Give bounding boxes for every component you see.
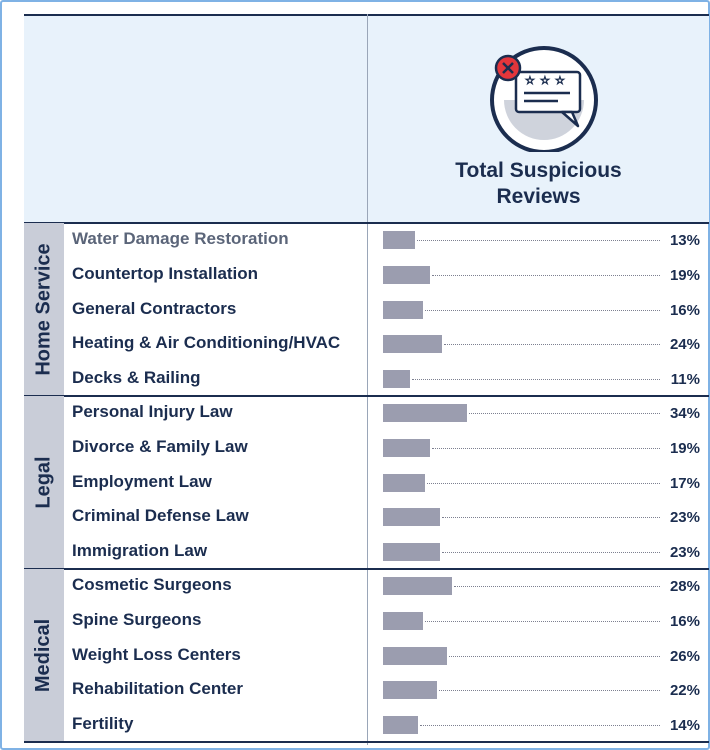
value-label: 16%: [669, 301, 700, 319]
row-label: Immigration Law: [72, 540, 208, 560]
value-label: 13%: [669, 232, 700, 250]
bar: [383, 369, 411, 388]
group-label: Home Service: [24, 223, 64, 396]
leader-line: [441, 551, 660, 553]
leader-line: [449, 655, 660, 657]
bar: [383, 577, 453, 596]
row-label: General Contractors: [72, 298, 237, 318]
group-label-text: Legal: [32, 456, 55, 509]
value-label: 17%: [669, 474, 700, 492]
row-label: Decks & Railing: [72, 367, 201, 387]
group-rule: [24, 568, 709, 570]
row-label: Fertility: [72, 713, 134, 733]
column-divider: [367, 14, 368, 745]
value-label: 34%: [669, 405, 700, 423]
column-title-line1: Total Suspicious: [455, 159, 622, 182]
leader-line: [441, 517, 660, 519]
row-label: Spine Surgeons: [72, 609, 202, 629]
row-label: Heating & Air Conditioning/HVAC: [72, 333, 341, 353]
leader-line: [419, 724, 660, 726]
bar: [383, 646, 448, 665]
leader-line: [424, 309, 660, 311]
leader-line: [444, 344, 660, 346]
group-band: [24, 223, 64, 396]
value-label: 11%: [670, 370, 700, 388]
value-label: 19%: [669, 439, 700, 457]
value-label: 16%: [669, 612, 700, 630]
value-label: 23%: [669, 509, 700, 527]
bar: [383, 300, 423, 319]
bar: [383, 611, 423, 630]
row-label: Divorce & Family Law: [72, 436, 248, 456]
leader-line: [424, 620, 660, 622]
suspicious-review-icon: ☆ ☆ ☆: [484, 42, 614, 154]
svg-text:☆: ☆: [555, 74, 565, 87]
leader-line: [431, 274, 660, 276]
leader-line: [468, 413, 660, 415]
group-label-text: Home Service: [32, 243, 55, 376]
leader-line: [431, 447, 660, 449]
value-label: 19%: [669, 266, 700, 284]
bar: [383, 715, 418, 734]
bar: [383, 473, 425, 492]
bar: [383, 542, 440, 561]
bar: [383, 404, 467, 423]
value-label: 28%: [669, 578, 700, 596]
leader-line: [417, 240, 660, 242]
column-title: Total Suspicious Reviews: [368, 158, 709, 210]
row-label: Personal Injury Law: [72, 402, 233, 422]
value-label: 22%: [669, 682, 700, 700]
svg-text:☆: ☆: [540, 74, 550, 87]
leader-line: [439, 690, 660, 692]
table-header: [24, 14, 709, 224]
bar: [383, 265, 430, 284]
bottom-rule: [24, 741, 709, 743]
group-rule: [24, 222, 709, 224]
group-rule: [24, 395, 709, 397]
value-label: 23%: [669, 543, 700, 561]
bar: [383, 508, 440, 527]
column-title-line2: Reviews: [496, 185, 581, 208]
row-label: Criminal Defense Law: [72, 506, 249, 526]
row-label: Weight Loss Centers: [72, 644, 241, 664]
row-label: Rehabilitation Center: [72, 679, 243, 699]
group-label: Legal: [24, 396, 64, 569]
leader-line: [412, 378, 660, 380]
row-label: Cosmetic Surgeons: [72, 575, 232, 595]
group-band: [24, 396, 64, 569]
row-label: Countertop Installation: [72, 263, 259, 283]
row-label: Employment Law: [72, 471, 212, 491]
bar: [383, 231, 416, 250]
bar: [383, 438, 430, 457]
row-label: Water Damage Restoration: [72, 229, 289, 249]
group-label: Medical: [24, 569, 64, 742]
value-label: 14%: [669, 716, 700, 734]
group-label-text: Medical: [32, 618, 55, 693]
value-label: 26%: [669, 647, 700, 665]
leader-line: [454, 586, 660, 588]
leader-line: [426, 482, 660, 484]
value-label: 24%: [669, 336, 700, 354]
group-band: [24, 569, 64, 742]
svg-text:☆: ☆: [525, 74, 535, 87]
bar: [383, 335, 443, 354]
bar: [383, 681, 438, 700]
